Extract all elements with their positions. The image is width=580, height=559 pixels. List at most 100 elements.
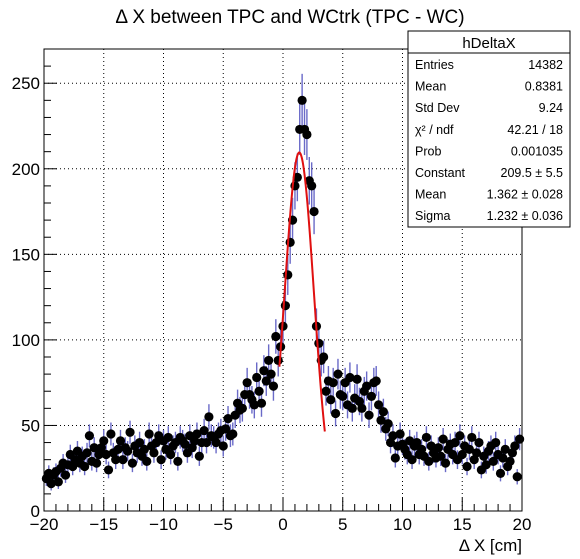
data-point [471, 448, 482, 458]
data-point [142, 456, 152, 466]
data-point [91, 458, 102, 468]
data-point [364, 410, 374, 420]
stats-row-label: Mean [415, 188, 446, 202]
data-point [328, 378, 338, 388]
gaussian-fit-curve [278, 151, 326, 432]
data-point [457, 449, 467, 460]
data-point [388, 431, 398, 441]
data-point [221, 424, 231, 434]
data-point [254, 386, 264, 396]
data-point [378, 407, 388, 417]
data-point [412, 437, 422, 448]
data-point [462, 461, 472, 472]
data-point [455, 431, 465, 441]
data-point [371, 376, 381, 386]
data-point [204, 412, 214, 422]
data-point [173, 456, 183, 466]
data-point [440, 458, 451, 468]
x-tick-label: 0 [278, 515, 287, 534]
data-point [84, 431, 95, 441]
y-axis: 0 50 100 150 200 250 [12, 48, 57, 521]
x-tick-label: 10 [393, 515, 412, 534]
stats-row-value: 1.232 ± 0.036 [487, 209, 563, 223]
data-point [201, 437, 212, 448]
data-point [309, 206, 319, 217]
stats-row-label: Entries [415, 58, 454, 72]
data-point [256, 398, 267, 408]
data-point [223, 414, 233, 424]
x-tick-label: 15 [453, 515, 472, 534]
data-point [510, 441, 520, 451]
data-point [199, 425, 209, 436]
stats-row-value: 0.001035 [511, 144, 563, 158]
data-points [41, 95, 525, 489]
data-point [264, 355, 274, 366]
x-tick-label: −10 [149, 515, 178, 534]
stats-row-label: Sigma [415, 209, 450, 223]
data-point [302, 129, 312, 140]
data-point [261, 376, 271, 386]
data-point [125, 427, 135, 437]
data-point [123, 446, 133, 456]
data-point [421, 432, 431, 443]
data-point [357, 403, 367, 413]
data-point [319, 352, 329, 362]
data-point [330, 408, 341, 419]
x-tick-label: 5 [338, 515, 347, 534]
data-point [280, 301, 290, 311]
data-point [237, 403, 247, 413]
data-point [144, 429, 154, 439]
data-point [194, 451, 204, 461]
data-point [228, 429, 238, 439]
x-tick-label: −5 [214, 515, 233, 534]
data-point [273, 355, 283, 366]
data-point [292, 172, 302, 182]
data-point [242, 378, 252, 388]
data-point [163, 432, 173, 443]
data-point [46, 479, 56, 489]
data-point [307, 181, 317, 191]
data-point [498, 453, 508, 463]
data-point [106, 429, 116, 439]
stats-row-label: Constant [415, 166, 466, 180]
data-point [345, 372, 355, 383]
data-point [101, 449, 111, 460]
data-point [82, 448, 92, 458]
data-point [99, 436, 109, 446]
data-point [347, 403, 357, 413]
data-point [450, 437, 460, 448]
stats-row-value: 42.21 / 18 [507, 123, 563, 137]
data-point [192, 429, 202, 439]
data-point [438, 434, 448, 444]
data-point [352, 374, 362, 384]
stats-row-value: 0.8381 [525, 80, 563, 94]
data-point [395, 429, 405, 439]
data-point [297, 95, 307, 105]
data-point [283, 270, 293, 280]
data-point [515, 434, 525, 444]
data-point [180, 439, 190, 449]
data-point [407, 455, 417, 465]
stats-title: hDeltaX [462, 35, 515, 52]
data-point [495, 468, 506, 478]
data-point [505, 456, 515, 466]
data-point [115, 436, 126, 446]
x-tick-label: −20 [30, 515, 59, 534]
data-point [118, 455, 128, 465]
data-point [53, 477, 63, 487]
stats-row-label: Std Dev [415, 101, 460, 115]
data-point [488, 456, 498, 466]
data-point [156, 455, 166, 465]
data-point [321, 386, 331, 396]
data-point [249, 400, 259, 410]
data-point [467, 432, 477, 443]
data-point [366, 391, 377, 401]
y-tick-label: 100 [12, 331, 40, 350]
data-point [374, 400, 384, 410]
data-point [111, 455, 121, 465]
data-point [436, 451, 446, 461]
data-point [326, 395, 336, 405]
data-point [252, 372, 262, 383]
stats-row-value: 14382 [528, 58, 563, 72]
